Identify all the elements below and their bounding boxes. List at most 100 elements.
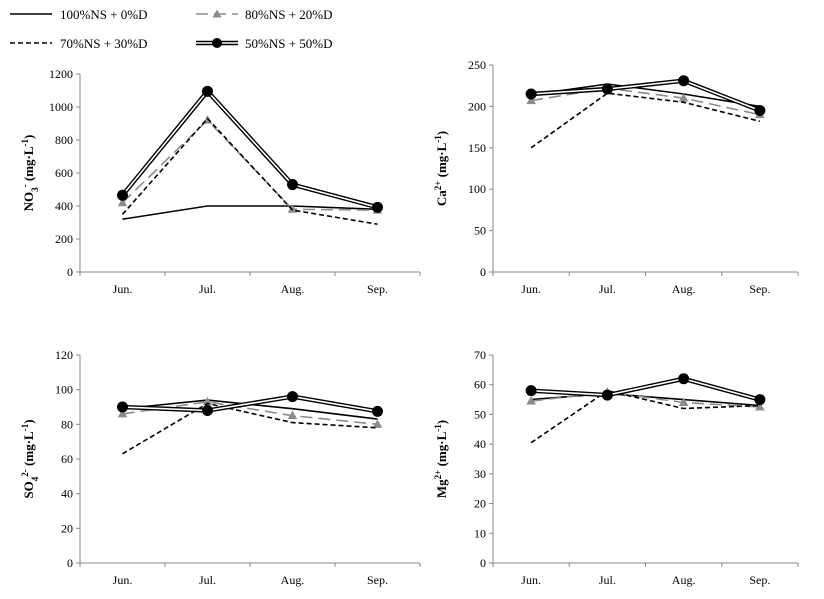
data-point-circle — [372, 405, 383, 417]
chart-legend: 100%NS + 0%D 80%NS + 20%D 70%NS + 30%D 5… — [10, 7, 333, 51]
series-line — [531, 391, 760, 408]
x-tick-label: Aug. — [281, 573, 305, 587]
series-line — [122, 402, 378, 455]
data-point-circle — [117, 401, 128, 413]
series-s50 — [117, 391, 383, 417]
series-s50 — [117, 85, 383, 213]
data-point-triangle — [678, 397, 689, 407]
data-point-circle — [202, 404, 213, 416]
series-line-inner — [531, 377, 761, 401]
y-tick-label: 200 — [468, 99, 486, 113]
legend-label-100ns-0d: 100%NS + 0%D — [60, 7, 148, 22]
y-tick-label: 70 — [474, 348, 486, 362]
data-point-triangle — [678, 93, 689, 102]
y-tick-label: 50 — [474, 224, 486, 238]
x-tick-label: Sep. — [367, 573, 388, 587]
series-s70 — [530, 389, 760, 444]
series-line-inner — [121, 90, 378, 209]
y-tick-label: 120 — [55, 348, 73, 362]
data-point-triangle — [372, 419, 383, 428]
y-axis-label: NO3- (mg·L-1) — [20, 135, 40, 212]
data-point-triangle — [117, 197, 128, 207]
data-point-circle — [372, 201, 383, 213]
data-point-triangle — [526, 396, 536, 405]
legend-label-70ns-30d: 70%NS + 30%D — [60, 36, 148, 51]
y-tick-label: 250 — [468, 58, 486, 72]
series-line-inner — [122, 395, 378, 413]
x-tick-label: Aug. — [672, 573, 696, 587]
data-point-circle — [754, 394, 766, 406]
series-line — [530, 92, 761, 149]
data-point-triangle — [117, 408, 128, 418]
series-line — [121, 117, 378, 225]
y-tick-label: 400 — [55, 199, 73, 213]
legend-entry-100ns-0d: 100%NS + 0%D — [10, 7, 148, 22]
data-point-triangle — [202, 396, 213, 406]
series-line — [530, 389, 760, 444]
data-point-circle — [202, 85, 213, 97]
data-point-triangle — [755, 402, 765, 411]
y-tick-label: 0 — [480, 265, 486, 279]
x-tick-label: Jul. — [599, 573, 616, 587]
data-point-circle — [287, 391, 298, 403]
x-tick-label: Jul. — [199, 282, 216, 296]
x-tick-label: Sep. — [749, 573, 770, 587]
y-tick-label: 20 — [61, 521, 73, 535]
y-tick-label: 0 — [67, 265, 73, 279]
y-tick-label: 800 — [55, 133, 73, 147]
legend-label-50ns-50d: 50%NS + 50%D — [245, 36, 333, 51]
y-tick-label: 40 — [474, 437, 486, 451]
y-tick-label: 0 — [480, 556, 486, 570]
chart-calcium: 0 50 100 150 200 250 Jun. Jul. Aug. Sep. Ca2+ (mg·… — [433, 58, 799, 296]
x-tick-label: Aug. — [281, 282, 305, 296]
y-axis-label: Ca2+ (mg·L-1) — [433, 131, 449, 206]
x-tick-label: Jun. — [521, 573, 541, 587]
y-tick-label: 20 — [474, 497, 486, 511]
series-s50 — [525, 373, 766, 406]
x-tick-label: Jun. — [521, 282, 541, 296]
x-tick-label: Sep. — [367, 282, 388, 296]
series-s50 — [525, 75, 766, 117]
x-tick-label: Aug. — [672, 282, 696, 296]
data-point-circle — [525, 88, 537, 100]
legend-entry-50ns-50d: 50%NS + 50%D — [196, 36, 333, 51]
data-point-triangle — [287, 410, 298, 420]
y-tick-label: 80 — [61, 417, 73, 431]
legend-entry-80ns-20d: 80%NS + 20%D — [196, 7, 333, 22]
series-line-inner — [531, 79, 761, 112]
x-tick-label: Jul. — [599, 282, 616, 296]
data-point-triangle — [526, 95, 536, 105]
y-tick-label: 0 — [67, 556, 73, 570]
x-tick-label: Jun. — [113, 573, 133, 587]
series-s70 — [122, 402, 378, 455]
data-point-triangle — [287, 204, 298, 213]
data-point-circle — [117, 189, 128, 201]
y-tick-label: 1000 — [49, 100, 73, 114]
x-tick-label: Jun. — [113, 282, 133, 296]
data-point-circle — [754, 105, 766, 117]
y-tick-label: 100 — [468, 182, 486, 196]
x-tick-label: Jul. — [199, 573, 216, 587]
chart-magnesium: 0 10 20 30 40 50 60 70 Jun. Jul. Aug. Sep. Mg2+ (mg·… — [433, 348, 799, 587]
y-tick-label: 10 — [474, 526, 486, 540]
series-s70 — [121, 117, 378, 225]
y-tick-label: 50 — [474, 407, 486, 421]
legend-entry-70ns-30d: 70%NS + 30%D — [10, 36, 148, 51]
series-line — [122, 205, 378, 220]
series-line — [121, 119, 378, 211]
data-point-circle — [287, 179, 298, 191]
y-axis-label: Mg2+ (mg·L-1) — [433, 420, 449, 498]
y-tick-label: 150 — [468, 141, 486, 155]
series-s100 — [122, 205, 378, 220]
y-tick-label: 1200 — [49, 67, 73, 81]
data-point-circle — [601, 83, 613, 95]
series-s70 — [530, 92, 761, 149]
data-point-circle — [525, 385, 537, 397]
data-point-circle — [678, 373, 690, 385]
y-tick-label: 60 — [474, 378, 486, 392]
legend-triangle-marker — [212, 9, 222, 18]
y-tick-label: 100 — [55, 383, 73, 397]
legend-circle-marker — [212, 38, 222, 48]
series-line — [530, 87, 761, 116]
